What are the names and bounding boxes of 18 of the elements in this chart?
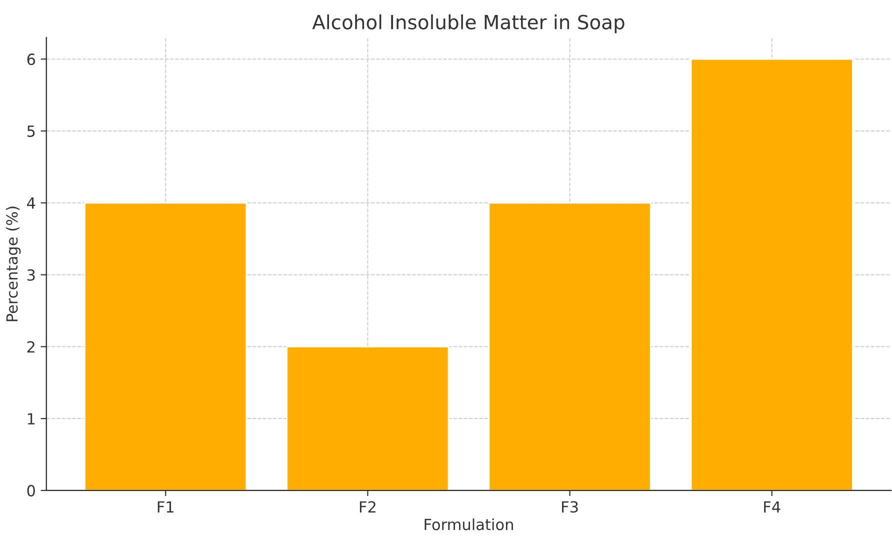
- chart-title: Alcohol Insoluble Matter in Soap: [312, 14, 624, 34]
- y-tick-label: 5: [27, 126, 35, 137]
- y-axis-title: Percentage (%): [6, 206, 21, 322]
- bar: [84, 202, 248, 490]
- x-tick-label: F1: [158, 501, 174, 512]
- y-tick-label: 2: [27, 341, 34, 352]
- bar: [690, 58, 854, 490]
- y-tick-label: 3: [27, 269, 35, 281]
- x-tick-label: F4: [764, 501, 780, 512]
- x-tick-label: F2: [360, 501, 376, 512]
- x-axis-title: Formulation: [424, 518, 513, 530]
- y-tick-label: 6: [27, 54, 36, 66]
- bar: [488, 202, 652, 490]
- x-tick-label: F3: [562, 501, 578, 513]
- y-tick-label: 4: [26, 198, 36, 209]
- y-tick-label: 1: [28, 413, 35, 424]
- bar: [286, 346, 450, 490]
- y-tick-label: 0: [27, 484, 35, 496]
